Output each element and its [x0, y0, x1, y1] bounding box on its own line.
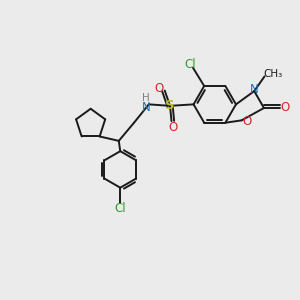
Text: Cl: Cl	[114, 202, 126, 215]
Text: O: O	[168, 121, 178, 134]
Text: O: O	[154, 82, 164, 95]
Text: Cl: Cl	[184, 58, 196, 71]
Text: N: N	[250, 83, 259, 96]
Text: H: H	[142, 93, 150, 103]
Text: O: O	[281, 101, 290, 115]
Text: S: S	[165, 99, 175, 112]
Text: N: N	[142, 101, 151, 114]
Text: O: O	[242, 115, 251, 128]
Text: CH₃: CH₃	[263, 69, 282, 79]
